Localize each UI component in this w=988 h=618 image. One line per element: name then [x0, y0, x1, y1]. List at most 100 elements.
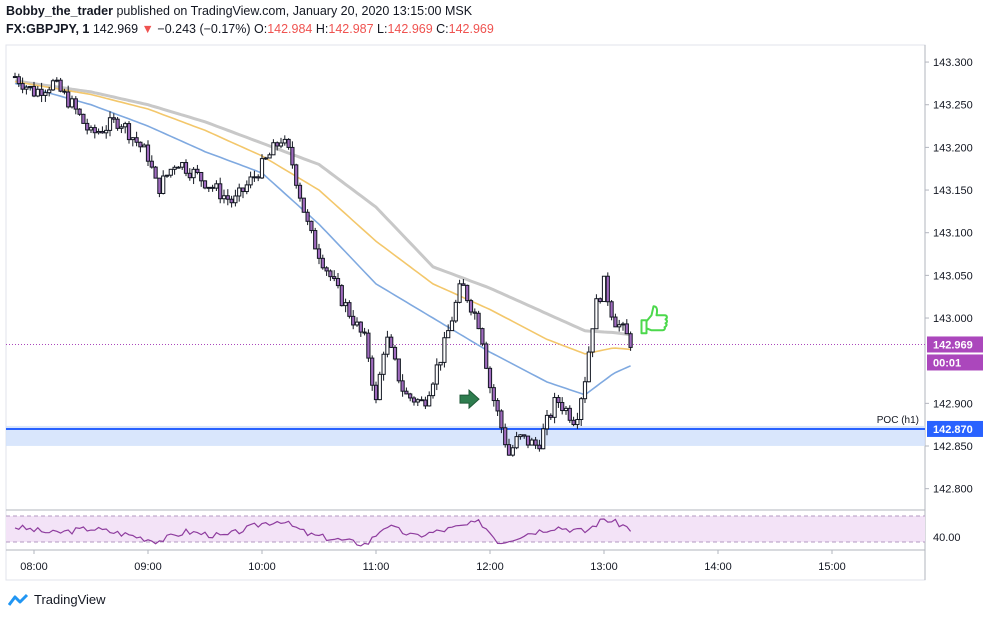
candle-body [438, 361, 443, 366]
candle [225, 189, 230, 206]
candle-body [480, 328, 485, 345]
candle-body [544, 414, 550, 430]
candle [571, 416, 576, 427]
candle-body [423, 399, 428, 407]
candle [123, 121, 128, 134]
candle-body [221, 195, 227, 200]
candle-body [541, 428, 546, 450]
candle [590, 328, 595, 358]
candle-body [123, 123, 128, 128]
candle [347, 300, 352, 319]
candle [183, 159, 189, 177]
time-tick-label: 15:00 [818, 561, 846, 573]
candle-body [126, 123, 132, 141]
candle [567, 405, 572, 423]
candle [149, 155, 154, 169]
candle-body [28, 85, 33, 88]
candle-body [358, 321, 363, 333]
symbol-label[interactable]: FX:GBPJPY, 1 [6, 22, 90, 36]
candle [138, 141, 143, 153]
candle [282, 135, 287, 146]
candle [161, 170, 166, 195]
candle-body [552, 397, 557, 418]
candle-body [282, 138, 287, 144]
candle [202, 180, 208, 190]
price-tick-label: 143.250 [933, 100, 973, 112]
candle-body [624, 323, 629, 335]
close-label: C: [436, 22, 449, 36]
candle-body [484, 343, 489, 369]
candle-body [560, 402, 565, 412]
open-value: 142.984 [267, 22, 313, 36]
candle [43, 89, 48, 102]
time-tick-label: 11:00 [363, 561, 390, 573]
candle [605, 272, 610, 306]
price-tick-label: 142.800 [933, 484, 973, 496]
candle [525, 435, 531, 449]
candle [415, 398, 420, 407]
candle-body [628, 333, 633, 348]
candle-body [240, 187, 246, 193]
candle-body [183, 162, 189, 174]
candle [104, 125, 109, 139]
candle [461, 279, 466, 286]
candle [119, 124, 124, 134]
candle-body [434, 364, 439, 385]
poc-zone [6, 425, 925, 446]
candle [484, 341, 489, 370]
candle [115, 116, 120, 131]
candle [35, 85, 40, 98]
candle [377, 371, 382, 401]
candle [514, 431, 519, 450]
candle [404, 387, 409, 395]
time-tick-label: 08:00 [20, 561, 48, 573]
high-value: 142.987 [328, 22, 374, 36]
candle-body [453, 301, 458, 322]
candle [400, 374, 405, 397]
candle [92, 124, 97, 139]
candle [427, 391, 432, 407]
candle-body [237, 187, 242, 197]
candle [206, 186, 211, 193]
candle-body [161, 175, 166, 194]
candle [598, 297, 603, 304]
price-tick-label: 143.000 [933, 313, 973, 325]
candle-body [430, 383, 436, 397]
candle-body [362, 331, 367, 334]
candle [267, 152, 272, 159]
open-label: O: [254, 22, 268, 36]
high-label: H: [315, 22, 329, 36]
candle [320, 254, 325, 270]
candle [62, 88, 67, 95]
candle-body [499, 410, 504, 429]
published-info: published on TradingView.com, January 20… [116, 4, 473, 18]
rsi-line [14, 518, 632, 547]
candle [506, 438, 512, 456]
candle-body [343, 302, 348, 307]
candle-body [377, 373, 382, 401]
candle [256, 174, 261, 182]
candle-body [525, 435, 531, 446]
candle [50, 78, 56, 92]
candle [278, 137, 284, 149]
candle-body [373, 384, 379, 401]
candle [111, 113, 116, 123]
low-label: L: [377, 22, 388, 36]
time-tick-label: 10:00 [248, 561, 276, 573]
author-name[interactable]: Bobby_the_trader [6, 4, 113, 18]
candle-body [385, 336, 390, 355]
tradingview-brand[interactable]: TradingView [8, 592, 106, 607]
candle [126, 121, 132, 144]
candle [294, 163, 299, 189]
candle-body [149, 160, 154, 168]
candle-body [35, 88, 40, 97]
candle [88, 125, 94, 133]
candle [354, 317, 360, 327]
candle-body [77, 108, 82, 115]
candle [446, 324, 451, 339]
candle-body [263, 157, 268, 160]
candle-body [252, 176, 257, 179]
candle-body [617, 324, 622, 328]
ma-mid-line [14, 80, 631, 355]
